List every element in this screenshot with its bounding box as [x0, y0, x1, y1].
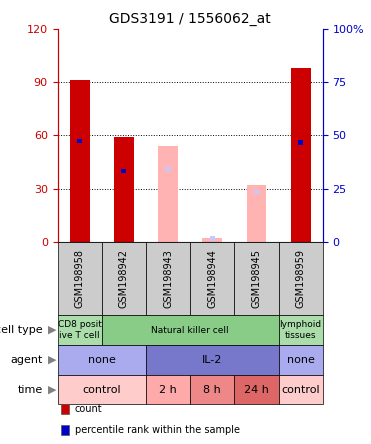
Text: 8 h: 8 h: [203, 385, 221, 395]
Text: lymphoid
tissues: lymphoid tissues: [280, 321, 322, 340]
Text: GSM198959: GSM198959: [296, 249, 306, 308]
Bar: [70, 80, 89, 242]
Text: 2 h: 2 h: [159, 385, 177, 395]
Bar: [158, 146, 178, 242]
Text: control: control: [281, 385, 320, 395]
Text: GSM198943: GSM198943: [163, 249, 173, 308]
Text: IL-2: IL-2: [202, 355, 223, 365]
Text: GSM198958: GSM198958: [75, 249, 85, 308]
Bar: [298, 140, 303, 145]
Text: control: control: [82, 385, 121, 395]
Text: none: none: [287, 355, 315, 365]
Bar: [114, 137, 134, 242]
Text: count: count: [75, 404, 102, 414]
Bar: [210, 236, 215, 241]
Text: Natural killer cell: Natural killer cell: [151, 325, 229, 335]
Bar: [246, 185, 266, 242]
Bar: [291, 68, 311, 242]
Text: GSM198945: GSM198945: [252, 249, 262, 308]
Bar: [77, 139, 82, 143]
Text: GSM198944: GSM198944: [207, 249, 217, 308]
Bar: [165, 167, 171, 171]
Text: GSM198942: GSM198942: [119, 249, 129, 308]
Text: cell type: cell type: [0, 325, 43, 335]
Text: CD8 posit
ive T cell: CD8 posit ive T cell: [58, 321, 102, 340]
Bar: [121, 169, 127, 173]
Text: agent: agent: [10, 355, 43, 365]
Title: GDS3191 / 1556062_at: GDS3191 / 1556062_at: [109, 12, 271, 27]
Text: time: time: [17, 385, 43, 395]
Text: none: none: [88, 355, 116, 365]
Text: percentile rank within the sample: percentile rank within the sample: [75, 425, 240, 435]
Text: ▶: ▶: [48, 355, 56, 365]
Text: 24 h: 24 h: [244, 385, 269, 395]
Text: ▶: ▶: [48, 325, 56, 335]
Bar: [254, 190, 259, 194]
Text: ▶: ▶: [48, 385, 56, 395]
Bar: [202, 238, 222, 242]
